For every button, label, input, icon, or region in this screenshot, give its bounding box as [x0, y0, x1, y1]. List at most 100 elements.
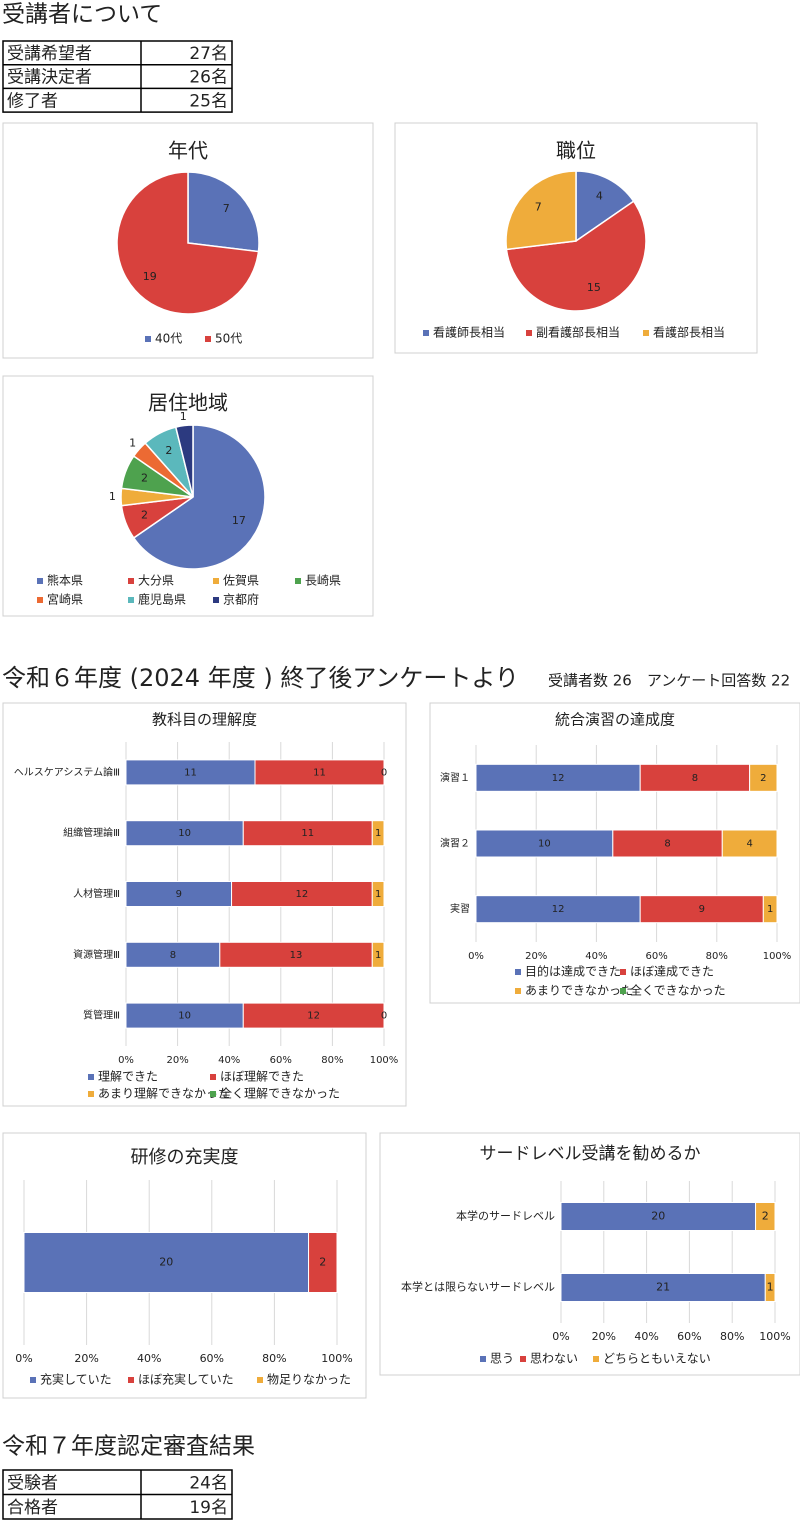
y-tick-label: 本学のサードレベル	[456, 1209, 555, 1223]
y-tick-label: 実習	[450, 902, 470, 915]
data-label: 2	[319, 1256, 326, 1269]
chart-title: 年代	[168, 139, 208, 163]
data-label: 10	[178, 1011, 191, 1022]
legend-swatch	[30, 1377, 36, 1383]
legend-swatch	[593, 1356, 599, 1362]
data-label: 11	[301, 828, 314, 839]
data-label: 12	[552, 773, 565, 784]
data-label: 10	[538, 839, 551, 850]
x-tick-label: 0%	[118, 1055, 134, 1066]
legend-label: ほぼ理解できた	[220, 1070, 304, 1084]
chart-title: 職位	[556, 139, 596, 163]
legend-swatch	[257, 1377, 263, 1383]
x-tick-label: 0%	[468, 951, 484, 962]
legend-swatch	[37, 578, 43, 584]
data-label: 15	[587, 281, 601, 294]
legend-swatch	[213, 578, 219, 584]
bar-segment	[242, 1002, 385, 1029]
data-label: 0	[381, 1011, 387, 1022]
legend-label: 佐賀県	[223, 574, 259, 588]
legend-swatch	[620, 988, 626, 994]
x-tick-label: 20%	[166, 1055, 188, 1066]
pie-slice	[575, 170, 635, 243]
data-label: 12	[552, 904, 565, 915]
data-label: 8	[170, 950, 176, 961]
bar-segment	[762, 895, 778, 924]
chart-title: サードレベル受講を勧めるか	[480, 1144, 701, 1164]
bar-segment	[371, 881, 385, 907]
table-cell: 修了者	[7, 91, 58, 111]
data-label: 11	[313, 767, 326, 778]
bar-segment	[560, 1202, 757, 1231]
y-tick-label: 演習１	[440, 771, 470, 784]
data-label: 12	[296, 889, 309, 900]
bar-segment	[371, 941, 385, 968]
table-cell: 19名	[189, 1498, 228, 1518]
section-heading: 令和７年度認定審査結果	[2, 1434, 255, 1460]
table-cell: 受講決定者	[7, 68, 92, 88]
bar-segment	[125, 1002, 244, 1029]
legend-label: 大分県	[138, 574, 174, 588]
legend-label: 目的は達成できた	[525, 964, 621, 979]
legend-label: 鹿児島県	[138, 592, 186, 607]
bar-segment	[764, 1273, 776, 1302]
x-tick-label: 20%	[525, 951, 547, 962]
table-cell: 受講希望者	[7, 44, 92, 64]
table-border	[2, 40, 233, 113]
legend-label: あまりできなかった	[525, 984, 633, 998]
data-label: 10	[178, 828, 191, 839]
x-tick-label: 60%	[270, 1055, 292, 1066]
data-label: 1	[180, 410, 187, 423]
pie-slice	[187, 171, 260, 253]
y-tick-label: 本学とは限らないサードレベル	[401, 1280, 555, 1294]
data-label: 13	[290, 950, 303, 961]
data-label: 19	[143, 270, 157, 283]
legend-swatch	[213, 597, 219, 603]
data-label: 2	[165, 444, 172, 457]
legend-swatch	[205, 336, 211, 342]
bar-segment	[475, 763, 641, 792]
x-tick-label: 80%	[321, 1055, 343, 1066]
x-tick-label: 60%	[677, 1330, 701, 1343]
section-note: 受講者数 26 アンケート回答数 22	[548, 672, 790, 690]
legend-label: 物足りなかった	[267, 1373, 351, 1387]
legend-label: 京都府	[223, 592, 259, 607]
data-label: 2	[762, 1210, 769, 1223]
table-cell: 26名	[189, 68, 228, 88]
data-label: 2	[141, 472, 148, 485]
legend-label: 全くできなかった	[630, 983, 726, 998]
pie-slice	[505, 200, 647, 312]
legend-swatch	[526, 330, 532, 336]
legend-label: 理解できた	[98, 1070, 158, 1084]
legend-label: 40代	[155, 332, 182, 346]
data-label: 7	[223, 202, 230, 215]
legend-label: 副看護部長相当	[536, 325, 620, 340]
x-tick-label: 80%	[720, 1330, 744, 1343]
x-tick-label: 60%	[645, 951, 667, 962]
legend-swatch	[210, 1091, 216, 1097]
data-label: 1	[375, 889, 381, 900]
legend-swatch	[620, 969, 626, 975]
legend-label: 看護師長相当	[433, 325, 505, 340]
data-label: 0	[381, 767, 387, 778]
data-label: 2	[141, 508, 148, 521]
data-label: 12	[307, 1011, 320, 1022]
pie-slice	[174, 424, 194, 498]
legend-swatch	[210, 1074, 216, 1080]
legend-swatch	[37, 597, 43, 603]
y-tick-label: ヘルスケアシステム論Ⅲ	[14, 765, 120, 778]
y-tick-label: 質管理Ⅲ	[83, 1009, 120, 1022]
bar-segment	[639, 895, 764, 924]
x-tick-label: 100%	[370, 1055, 399, 1066]
pie-slice	[132, 424, 266, 570]
data-label: 8	[664, 839, 670, 850]
bar-segment	[23, 1232, 310, 1293]
data-label: 17	[232, 514, 246, 527]
x-tick-label: 40%	[137, 1352, 161, 1365]
bar-segment	[125, 759, 256, 786]
table-cell: 27名	[189, 44, 228, 64]
data-label: 20	[651, 1210, 665, 1223]
chart-title: 統合演習の達成度	[555, 711, 675, 729]
x-tick-label: 40%	[585, 951, 607, 962]
bar-segment	[308, 1232, 338, 1293]
